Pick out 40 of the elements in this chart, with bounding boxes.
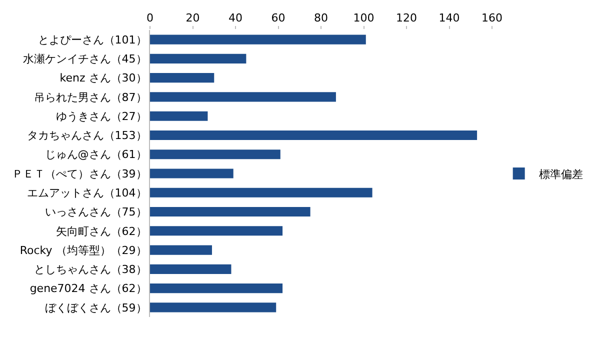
y-tick-label: じゅん@さん（61） — [44, 148, 147, 162]
x-tick-label: 120 — [396, 12, 417, 25]
bar — [150, 168, 234, 178]
bar — [150, 264, 232, 274]
y-tick-label: とよぴーさん（101） — [38, 33, 147, 46]
y-tick-label: 吊られた男さん（87） — [34, 90, 147, 104]
y-tick-label: 水瀬ケンイチさん（45） — [22, 52, 147, 66]
x-tick-label: 20 — [186, 12, 200, 25]
bar — [150, 302, 276, 312]
bar — [150, 73, 214, 83]
x-tick-label: 0 — [146, 12, 154, 25]
bar — [150, 34, 366, 44]
bar — [150, 188, 372, 198]
y-tick-label: ゆうきさん（27） — [56, 110, 147, 123]
x-tick-label: 60 — [271, 12, 286, 25]
bar — [150, 130, 478, 140]
y-tick-label: ぼくぼくさん（59） — [44, 301, 147, 314]
x-tick-label: 160 — [482, 12, 502, 25]
y-tick-label: としちゃんさん（38） — [34, 263, 147, 276]
bar — [150, 54, 246, 64]
legend-label: 標準偏差 — [538, 168, 583, 181]
y-tick-label: エムアットさん（104） — [26, 186, 147, 200]
y-tick-label: 矢向町さん（62） — [56, 224, 147, 238]
x-tick-label: 140 — [438, 12, 460, 25]
bar — [150, 150, 280, 160]
x-tick-label: 40 — [228, 12, 242, 25]
x-tick-label: 80 — [314, 12, 328, 25]
y-tick-label: いっさんさん（75） — [44, 206, 147, 219]
y-tick-label: kenz さん（30） — [60, 72, 147, 85]
y-tick-label: タカちゃんさん（153） — [26, 129, 147, 142]
bar — [150, 226, 283, 236]
bar — [150, 206, 310, 217]
y-tick-label: Rocky （均等型）（29） — [20, 244, 147, 257]
y-tick-label: ＰＥＴ（ぺて）さん（39） — [12, 167, 147, 180]
bar — [150, 245, 212, 255]
bar — [150, 111, 208, 121]
y-tick-label: gene7024 さん（62） — [30, 282, 147, 296]
bar — [150, 284, 283, 294]
x-tick-label: 100 — [353, 12, 374, 25]
bar — [150, 92, 336, 102]
